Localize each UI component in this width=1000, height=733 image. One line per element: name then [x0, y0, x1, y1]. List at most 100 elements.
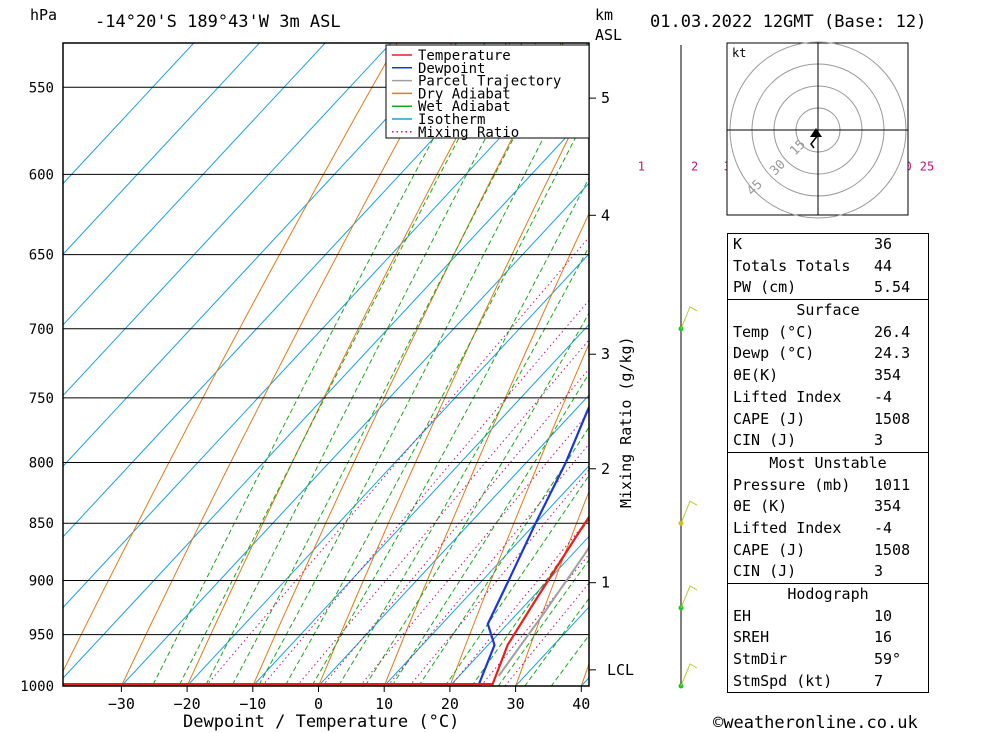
x-tick-label: −20 — [174, 695, 201, 713]
wind-barb — [680, 500, 698, 524]
stat-row: Pressure (mb) 1011 — [733, 475, 911, 494]
wet-adiabat-line — [471, 518, 589, 686]
stat-row: CAPE (J) 1508 — [733, 409, 911, 428]
dry-adiabat-line — [383, 212, 589, 686]
x-tick-label: 20 — [441, 695, 459, 713]
stat-row: StmDir 59° — [733, 650, 902, 669]
wet-adiabat-line — [311, 176, 589, 686]
pressure-tick-label: 600 — [29, 167, 54, 183]
stat-row: Totals Totals 44 — [733, 256, 893, 275]
x-tick-label: −10 — [239, 695, 266, 713]
wet-adiabat-line — [337, 245, 589, 686]
dry-adiabat-line — [120, 43, 453, 686]
pressure-tick-label: 900 — [29, 573, 54, 589]
mixing-ratio-line — [322, 368, 589, 686]
km-tick-label: LCL — [607, 661, 634, 679]
dry-adiabat-line — [971, 0, 1000, 706]
stat-row: PW (cm) 5.54 — [733, 278, 911, 297]
pressure-tick-label: 500 — [29, 0, 54, 1]
copyright: ©weatheronline.co.uk — [713, 713, 918, 733]
isotherm-line — [63, 43, 392, 397]
dry-adiabat-line — [515, 490, 589, 686]
mixing-ratio-tick-label: 25 — [920, 159, 934, 173]
mixing-ratio-line — [359, 411, 589, 686]
x-axis-label: Dewpoint / Temperature (°C) — [183, 712, 459, 732]
dry-adiabat-line — [186, 43, 507, 686]
wind-barb — [680, 306, 698, 329]
isotherm-line — [63, 43, 261, 256]
section-title-surface: Surface — [728, 299, 928, 322]
isotherm-line — [252, 323, 589, 686]
wet-adiabat-line — [257, 48, 589, 686]
isotherm-line — [63, 43, 589, 609]
wet-adiabat-line — [204, 43, 537, 686]
asl-label: ASL — [595, 26, 622, 44]
legend-entry: Dewpoint — [418, 61, 485, 77]
stat-row: CIN (J) 3 — [733, 562, 884, 581]
isotherm-line — [63, 43, 195, 185]
stat-row: Dewp (°C) 24.3 — [733, 344, 911, 363]
pressure-tick-label: 950 — [29, 628, 54, 644]
stat-row: EH 10 — [733, 606, 893, 625]
km-tick-label: 5 — [601, 89, 610, 107]
wind-barbs-column — [678, 45, 698, 689]
wind-barb — [680, 663, 698, 687]
x-tick-label: 10 — [375, 695, 393, 713]
mixing-ratio-tick-label: 1 — [638, 159, 645, 173]
dewpoint-line — [477, 404, 589, 686]
isotherm-line — [186, 253, 589, 686]
wet-adiabat-line — [497, 559, 589, 686]
isotherm-line — [383, 465, 589, 686]
stat-row: Lifted Index -4 — [733, 518, 893, 537]
mixing-ratio-axis-label: Mixing Ratio (g/kg) — [617, 336, 635, 508]
km-tick-label: 3 — [601, 345, 610, 363]
mixing-ratio-line — [296, 339, 589, 686]
legend-entry: Wet Adiabat — [418, 99, 511, 115]
section-title-hodograph: Hodograph — [728, 583, 928, 606]
x-tick-label: 30 — [507, 695, 525, 713]
x-tick-label: 0 — [314, 695, 323, 713]
temperature-line — [490, 515, 589, 686]
mixing-ratio-tick-label: 2 — [691, 159, 698, 173]
x-tick-label: 40 — [572, 695, 590, 713]
isotherm-line — [317, 394, 589, 686]
wet-adiabat-line — [417, 426, 589, 686]
stat-row: Temp (°C) 26.4 — [733, 322, 911, 341]
wet-adiabat-line — [444, 474, 589, 686]
legend-entry: Mixing Ratio — [418, 125, 519, 141]
km-tick-label: 1 — [601, 574, 610, 592]
isotherm-line — [63, 111, 589, 679]
pressure-tick-label: 550 — [29, 80, 54, 96]
legend-box — [385, 44, 590, 139]
isotherm-line — [63, 43, 523, 538]
pressure-tick-label: 750 — [29, 391, 54, 407]
legend-entry: Dry Adiabat — [418, 86, 511, 102]
km-label: km — [595, 6, 613, 24]
legend-entry: Temperature — [418, 48, 511, 64]
plot-frame — [62, 42, 590, 687]
datetime-title: 01.03.2022 12GMT (Base: 12) — [650, 12, 926, 32]
location-title: -14°20'S 189°43'W 3m ASL — [95, 12, 341, 32]
legend-entry: Parcel Trajectory — [418, 74, 561, 90]
stat-row: SREH 16 — [733, 628, 893, 647]
stat-row: K 36 — [733, 235, 893, 253]
isotherm-line — [63, 43, 458, 467]
stat-row: θE(K) 354 — [733, 366, 902, 385]
km-tick-label: 4 — [601, 206, 610, 224]
hodograph-trace — [810, 134, 819, 149]
wet-adiabat-line — [231, 43, 564, 686]
pressure-tick-label: 800 — [29, 456, 54, 472]
stat-row: StmSpd (kt) 7 — [733, 671, 884, 690]
stats-table: K 36 Totals Totals 44 PW (cm) 5.54 Surface … — [727, 233, 929, 694]
dry-adiabat-line — [449, 342, 589, 686]
stat-row: Lifted Index -4 — [733, 387, 893, 406]
hpa-label: hPa — [30, 6, 57, 24]
isotherm-line — [120, 182, 589, 686]
x-tick-label: −30 — [108, 695, 135, 713]
wind-barb — [680, 585, 698, 609]
pressure-tick-label: 650 — [29, 248, 54, 264]
pressure-tick-label: 850 — [29, 516, 54, 532]
